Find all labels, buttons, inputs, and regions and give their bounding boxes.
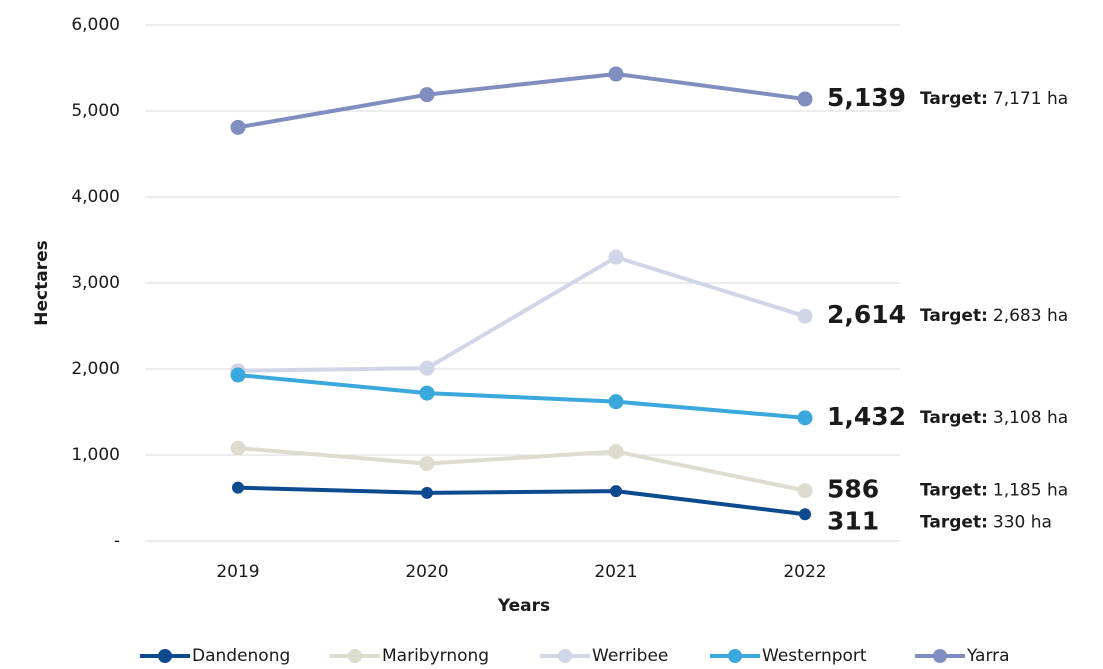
target-value: 330 ha: [993, 513, 1052, 533]
data-point: [608, 66, 624, 82]
value-label: 1,432: [827, 402, 906, 431]
series-line: [237, 373, 806, 420]
legend-marker: [728, 649, 742, 663]
y-tick-label: -: [114, 531, 120, 551]
series-line: [237, 255, 806, 373]
target-annotation: Target: 1,185 ha: [920, 481, 1068, 501]
y-tick-label: 4,000: [71, 187, 120, 207]
legend-marker: [158, 649, 172, 663]
legend-marker: [933, 649, 947, 663]
legend-label: Yarra: [966, 646, 1010, 666]
legend-marker: [558, 649, 572, 663]
data-point: [608, 394, 624, 410]
data-point: [419, 456, 435, 472]
data-point: [419, 360, 435, 376]
target-value: 1,185 ha: [993, 481, 1068, 501]
y-axis-label: Hectares: [32, 240, 52, 325]
value-label: 586: [827, 475, 879, 504]
data-point: [608, 249, 624, 265]
target-annotation: Target: 7,171 ha: [920, 89, 1068, 109]
data-point: [610, 485, 622, 498]
target-value: 7,171 ha: [993, 89, 1068, 109]
data-point: [230, 119, 246, 135]
data-point: [419, 87, 435, 103]
target-label: Target:: [920, 481, 988, 501]
data-point: [230, 440, 246, 456]
y-tick-label: 6,000: [71, 15, 120, 35]
target-label: Target:: [920, 89, 988, 109]
data-point: [608, 444, 624, 460]
series-line: [237, 72, 806, 130]
target-value: 2,683 ha: [993, 306, 1068, 326]
target-annotation: Target: 3,108 ha: [920, 408, 1068, 428]
legend-label: Dandenong: [192, 646, 290, 666]
data-point: [797, 308, 813, 324]
series-line: [237, 485, 806, 517]
value-label: 5,139: [827, 83, 906, 112]
series-line: [237, 446, 806, 493]
value-label: 2,614: [827, 300, 906, 329]
x-tick-label: 2021: [594, 562, 637, 582]
target-value: 3,108 ha: [993, 408, 1068, 428]
x-tick-label: 2020: [405, 562, 448, 582]
target-annotation: Target: 330 ha: [920, 513, 1052, 533]
target-label: Target:: [920, 306, 988, 326]
y-tick-label: 3,000: [71, 273, 120, 293]
data-point: [797, 410, 813, 426]
x-tick-label: 2019: [216, 562, 259, 582]
target-label: Target:: [920, 408, 988, 428]
y-tick-label: 1,000: [71, 445, 120, 465]
y-tick-label: 5,000: [71, 101, 120, 121]
x-tick-label: 2022: [783, 562, 826, 582]
legend-label: Westernport: [762, 646, 867, 666]
legend-label: Werribee: [592, 646, 668, 666]
data-point: [797, 91, 813, 107]
data-point: [421, 486, 433, 499]
target-annotation: Target: 2,683 ha: [920, 306, 1068, 326]
legend-marker: [348, 649, 362, 663]
data-point: [230, 367, 246, 383]
data-point: [232, 481, 244, 494]
data-point: [799, 508, 811, 521]
y-tick-label: 2,000: [71, 359, 120, 379]
target-label: Target:: [920, 513, 988, 533]
data-point: [419, 385, 435, 401]
value-label: 311: [827, 507, 879, 536]
legend-label: Maribyrnong: [382, 646, 489, 666]
data-point: [797, 483, 813, 499]
x-axis-label: Years: [497, 596, 550, 616]
